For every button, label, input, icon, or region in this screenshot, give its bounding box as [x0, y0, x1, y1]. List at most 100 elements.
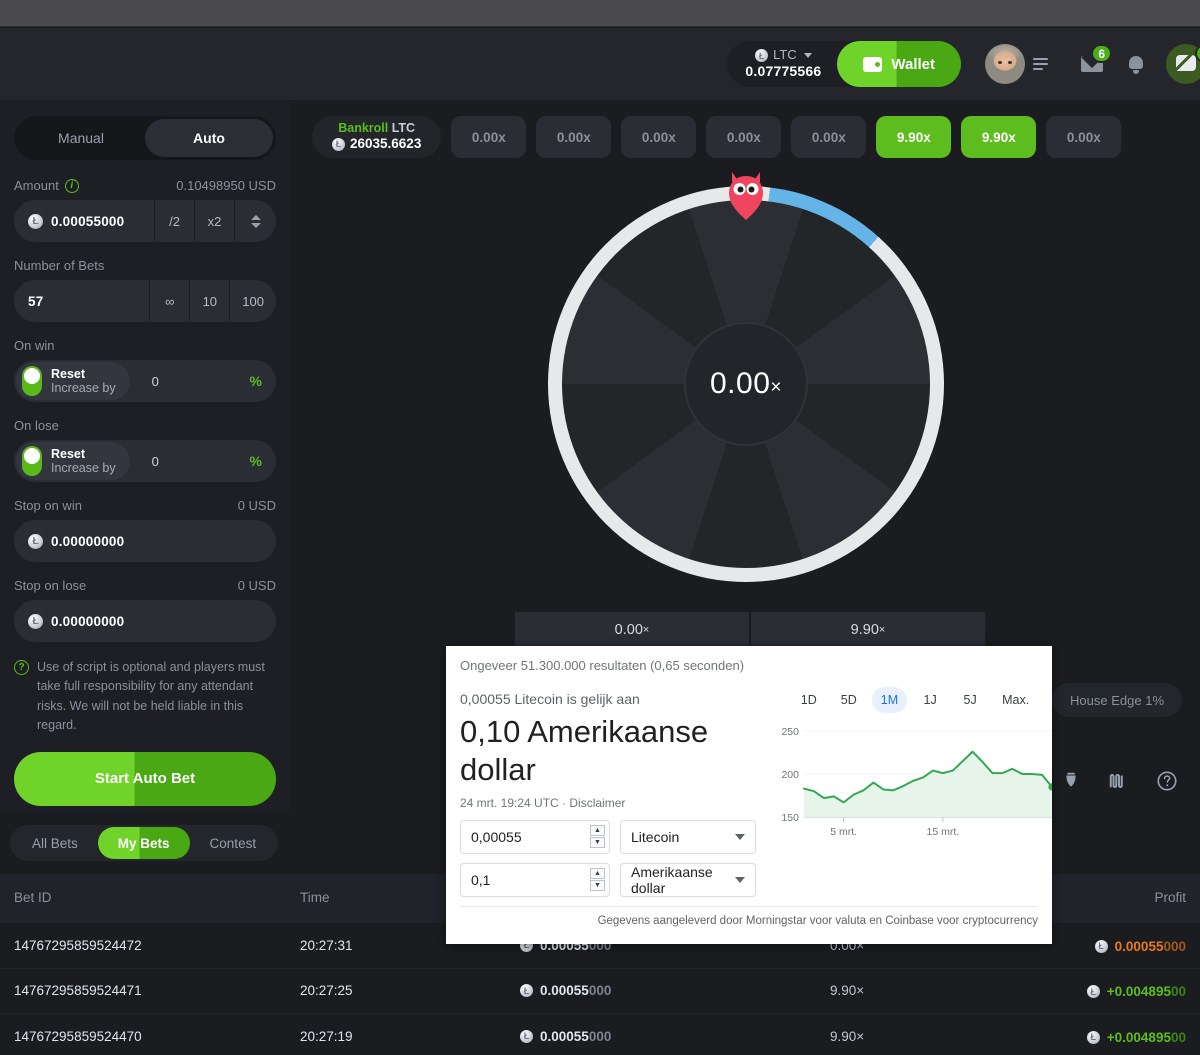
stop-on-win-value: 0.00000000 [51, 533, 125, 549]
wallet-button[interactable]: Wallet [837, 41, 961, 87]
halve-amount-button[interactable]: /2 [154, 200, 194, 242]
multiplier-tab-suffix: × [642, 623, 650, 636]
history-pill[interactable]: 0.00x [706, 116, 782, 158]
stop-on-win-row[interactable]: Ł 0.00000000 [14, 520, 276, 562]
bets-input-row[interactable]: 57 ∞ 10 100 [14, 280, 276, 322]
on-lose-toggle[interactable]: Reset Increase by [16, 442, 130, 480]
mail-badge: 6 [1091, 44, 1112, 63]
on-lose-increase-label: Increase by [51, 461, 116, 475]
history-pill[interactable]: 0.00x [1046, 116, 1122, 158]
avatar[interactable] [985, 44, 1025, 84]
stop-on-lose-fiat: 0 USD [237, 578, 276, 593]
from-currency-select[interactable]: Litecoin [620, 819, 756, 854]
hamburger-icon[interactable] [1033, 58, 1048, 70]
range-5y[interactable]: 5J [963, 693, 977, 707]
balance-amount: 0.07775566 [745, 63, 822, 80]
bankroll-display: Bankroll LTC Ł 26035.6623 [312, 116, 442, 158]
balance-display[interactable]: Ł LTC 0.07775566 [727, 48, 837, 80]
notifications-button[interactable] [1114, 42, 1158, 86]
on-lose-value[interactable]: 0 [151, 453, 159, 469]
history-pill[interactable]: 0.00x [621, 116, 697, 158]
currency-label: LTC [773, 47, 797, 63]
history-pill[interactable]: 9.90x [961, 116, 1037, 158]
info-icon[interactable]: i [64, 178, 79, 193]
history-pill[interactable]: 0.00x [536, 116, 612, 158]
range-1d[interactable]: 1D [800, 693, 817, 707]
converter-inputs: 0,00055 ▲ ▼ Litecoin 0,1 ▲ ▼ [460, 819, 756, 897]
price-chart-panel: 1D 5D 1M 1J 5J Max. 150 200 250 5 mrt. 15 mr… [756, 673, 1052, 906]
wheel-center-value: 0.00 [710, 367, 771, 400]
to-amount-input[interactable]: 0,1 ▲ ▼ [460, 862, 610, 897]
question-icon: ? [14, 660, 29, 675]
tab-my-bets[interactable]: My Bets [97, 827, 190, 859]
bets-10-button[interactable]: 10 [189, 280, 229, 322]
multiplier-tab-1[interactable]: 9.90 × [751, 612, 985, 650]
amount-input-row[interactable]: Ł 0.00055000 /2 x2 [14, 200, 276, 242]
to-amount-stepper[interactable]: ▲ ▼ [590, 868, 605, 892]
currency-selector[interactable]: Ł LTC [755, 48, 812, 63]
bets-label: Number of Bets [14, 258, 105, 273]
on-win-value[interactable]: 0 [151, 373, 159, 389]
cell-time: 20:27:31 [300, 937, 353, 953]
on-win-row[interactable]: Reset Increase by 0 % [14, 360, 276, 402]
conversion-answer: 0,10 Amerikaanse dollar [460, 714, 709, 787]
double-amount-button[interactable]: x2 [194, 200, 234, 242]
cell-time: 20:27:19 [300, 1013, 520, 1055]
on-win-toggle[interactable]: Reset Increase by [16, 362, 130, 400]
amount-stepper[interactable] [234, 200, 276, 242]
range-1y[interactable]: 1J [923, 693, 937, 707]
bell-icon [1128, 55, 1144, 74]
bets-infinite-button[interactable]: ∞ [149, 280, 189, 322]
to-amount-value: 0,1 [471, 871, 491, 888]
on-win-label-row: On win [14, 338, 276, 353]
messages-button[interactable]: 6 [1070, 42, 1114, 86]
on-lose-label-row: On lose [14, 418, 276, 433]
mode-tab-auto[interactable]: Auto [145, 119, 273, 157]
stop-on-lose-input[interactable]: Ł 0.00000000 [14, 613, 276, 629]
table-row[interactable]: 14767295859524471 20:27:25 Ł 0.00055000 … [0, 967, 1200, 1014]
history-pill[interactable]: 0.00x [791, 116, 867, 158]
table-row[interactable]: 14767295859524470 20:27:19 Ł 0.00055000 … [0, 1013, 1200, 1055]
svg-text:150: 150 [781, 812, 799, 824]
ltc-coin-icon: Ł [332, 138, 345, 151]
bankroll-value: 26035.6623 [350, 136, 422, 152]
start-auto-bet-button[interactable]: Start Auto Bet [14, 751, 276, 806]
bets-input[interactable]: 57 [14, 294, 149, 309]
stop-on-win-label-row: Stop on win 0 USD [14, 498, 276, 513]
history-pill[interactable]: 0.00x [451, 116, 527, 158]
tab-all-bets[interactable]: All Bets [32, 835, 78, 851]
range-1m[interactable]: 1M [871, 687, 908, 713]
history-pill[interactable]: 9.90x [876, 116, 952, 158]
cell-profit: Ł +0.00489500 [990, 1013, 1200, 1055]
from-amount-value: 0,00055 [471, 828, 522, 845]
tab-contest[interactable]: Contest [209, 835, 257, 851]
column-bet-id[interactable]: Bet ID [0, 874, 300, 923]
to-currency-select[interactable]: Amerikaanse dollar [620, 862, 756, 897]
to-currency-value: Amerikaanse dollar [631, 863, 713, 896]
mode-tab-manual[interactable]: Manual [58, 130, 104, 146]
wheel[interactable]: 0.00× [548, 172, 944, 582]
stop-on-win-input[interactable]: Ł 0.00000000 [14, 533, 276, 549]
user-menu[interactable] [985, 44, 1048, 84]
price-chart: 150 200 250 5 mrt. 15 mrt. [781, 726, 1052, 838]
multiplier-tab-0[interactable]: 0.00 × [515, 612, 749, 650]
chat-toggle-button[interactable]: 9 [1158, 42, 1200, 86]
from-amount-input[interactable]: 0,00055 ▲ ▼ [460, 819, 610, 854]
bets-100-button[interactable]: 100 [229, 280, 276, 322]
stop-on-lose-row[interactable]: Ł 0.00000000 [14, 600, 276, 642]
statistics-icon[interactable] [1108, 770, 1130, 792]
bet-panel: Manual Auto Amount i 0.10498950 USD Ł 0.… [0, 100, 290, 812]
range-5d[interactable]: 5D [840, 693, 857, 707]
chart-range-selector: 1D 5D 1M 1J 5J Max. [770, 687, 1052, 713]
cell-bet-id: 14767295859524472 [14, 937, 142, 953]
amount-input[interactable]: Ł 0.00055000 [14, 213, 154, 229]
on-lose-row[interactable]: Reset Increase by 0 % [14, 440, 276, 482]
from-amount-stepper[interactable]: ▲ ▼ [590, 825, 605, 849]
cell-time: 20:27:25 [300, 967, 520, 1014]
profit-bold: +0.004895 [1106, 984, 1171, 999]
help-icon[interactable] [1156, 770, 1178, 792]
amount-bold: 0.00055 [540, 983, 589, 999]
google-conversion-popup: Ongeveer 51.300.000 resultaten (0,65 sec… [446, 646, 1052, 944]
range-max[interactable]: Max. [1002, 693, 1030, 707]
fairness-icon[interactable] [1060, 770, 1082, 792]
